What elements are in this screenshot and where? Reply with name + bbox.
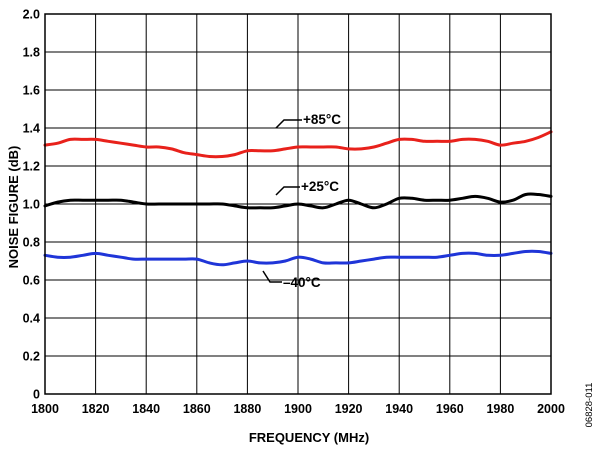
- x-tick-label: 2000: [537, 402, 565, 416]
- x-tick-labels: 1800 1820 1840 1860 1880 1900 1920 1940 1960 1980…: [31, 402, 565, 416]
- x-tick-label: 1920: [335, 402, 363, 416]
- plot-frame: [44, 13, 552, 395]
- y-tick-label: 0: [33, 388, 40, 402]
- annotation-leader-m40c: [262, 270, 282, 283]
- y-tick-labels: 0 0.2 0.4 0.6 0.8 1.0 1.2 1.4 1.6 1.8 2.0: [23, 8, 40, 402]
- y-tick-label: 1.8: [23, 46, 40, 60]
- annotation-25c: +25°C: [301, 179, 339, 194]
- x-axis-title: FREQUENCY (MHz): [249, 430, 369, 445]
- y-tick-label: 1.6: [23, 84, 40, 98]
- y-tick-label: 0.4: [23, 312, 40, 326]
- x-tick-label: 1840: [132, 402, 160, 416]
- y-tick-label: 0.8: [23, 236, 40, 250]
- x-tick-label: 1800: [31, 402, 59, 416]
- x-tick-label: 1880: [233, 402, 261, 416]
- series-line-0: [43, 130, 553, 159]
- y-tick-label: 2.0: [23, 8, 40, 22]
- x-tick-label: 1900: [284, 402, 312, 416]
- annotation-leader-25c: [275, 186, 300, 196]
- series-line-2: [43, 249, 553, 267]
- x-tick-label: 1940: [385, 402, 413, 416]
- y-axis-title: NOISE FIGURE (dB): [6, 146, 21, 269]
- y-tick-label: 0.2: [23, 350, 40, 364]
- x-tick-label: 1980: [486, 402, 514, 416]
- series-line-1: [43, 192, 553, 210]
- x-tick-label: 1820: [82, 402, 110, 416]
- x-tick-label: 1960: [436, 402, 464, 416]
- annotation-m40c: –40°C: [283, 275, 321, 290]
- annotation-leader-85c: [275, 119, 302, 129]
- annotation-85c: +85°C: [303, 112, 341, 127]
- y-tick-label: 1.2: [23, 160, 40, 174]
- figure-id: 06828-011: [584, 383, 595, 428]
- y-tick-label: 0.6: [23, 274, 40, 288]
- y-tick-label: 1.0: [23, 198, 40, 212]
- x-tick-label: 1860: [183, 402, 211, 416]
- series-layer: [43, 130, 553, 267]
- y-tick-label: 1.4: [23, 122, 40, 136]
